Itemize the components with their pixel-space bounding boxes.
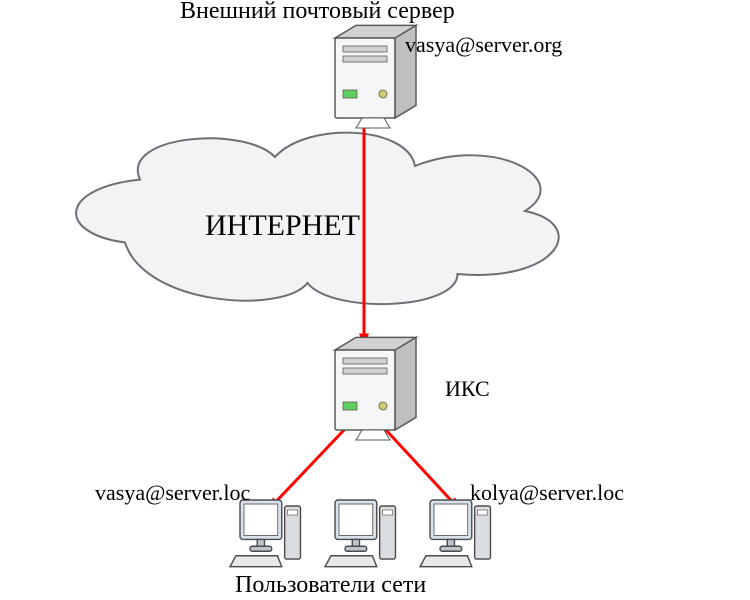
cloud-text: ИНТЕРНЕТ — [205, 209, 360, 243]
workstation-icon-1 — [325, 500, 395, 567]
external-server-icon — [335, 25, 416, 128]
external-server-title: Внешний почтовый сервер — [180, 0, 455, 25]
user-right-email: kolya@server.loc — [470, 480, 624, 506]
diagram-canvas — [0, 0, 750, 600]
local-server-icon — [335, 337, 416, 440]
external-email-label: vasya@server.org — [405, 32, 562, 58]
user-left-email: vasya@server.loc — [95, 480, 250, 506]
flow-arrow-2 — [386, 430, 460, 510]
users-title: Пользователи сети — [235, 572, 426, 599]
workstation-icon-0 — [230, 500, 300, 567]
local-server-label: ИКС — [445, 376, 490, 402]
flow-arrow-1 — [268, 430, 344, 510]
workstation-icon-2 — [420, 500, 490, 567]
